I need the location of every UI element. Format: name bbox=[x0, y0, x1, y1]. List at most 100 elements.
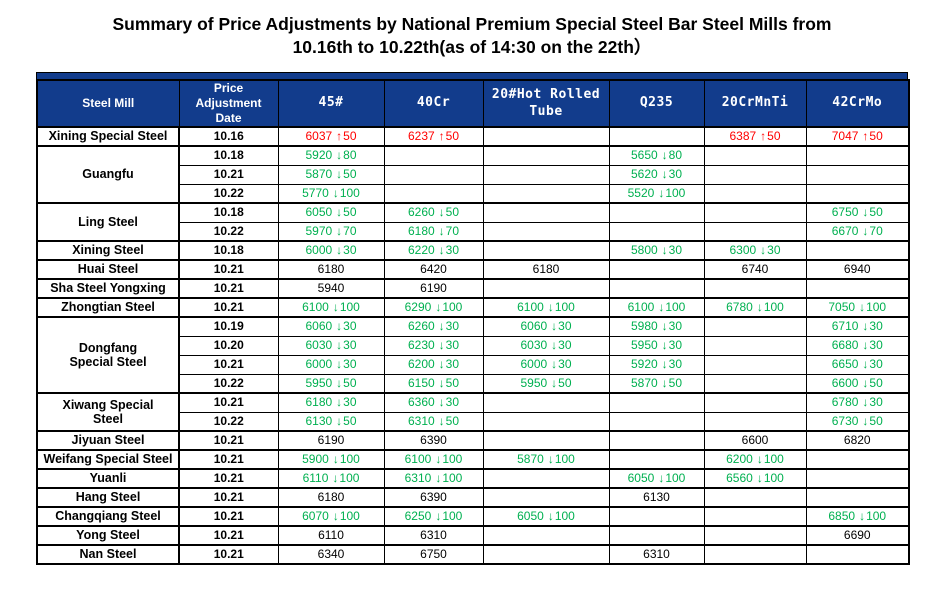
price-cell: 5870 ↓100 bbox=[482, 449, 610, 470]
down-arrow-icon: ↓ bbox=[862, 205, 869, 220]
change-amount: 50 bbox=[558, 375, 572, 390]
change-amount: 50 bbox=[343, 375, 357, 390]
change-amount: 100 bbox=[763, 452, 784, 467]
price-cell: 5650 ↓80 bbox=[608, 145, 705, 166]
price-value: 6360 bbox=[407, 395, 435, 410]
down-arrow-icon: ↓ bbox=[547, 300, 554, 315]
empty-cell bbox=[383, 145, 484, 166]
mill-cell: Hang Steel bbox=[36, 487, 180, 508]
table-row: Yong Steel 10.21 6110 6310 6690 bbox=[36, 525, 910, 546]
empty-cell bbox=[805, 278, 910, 299]
col-header-c45: 45# bbox=[277, 79, 385, 128]
price-cell: 7047 ↑50 bbox=[805, 126, 910, 147]
down-arrow-icon: ↓ bbox=[438, 395, 445, 410]
price-value: 6750 bbox=[831, 205, 859, 220]
empty-cell bbox=[703, 544, 807, 565]
price-cell: 6050 ↓100 bbox=[482, 506, 610, 527]
empty-cell bbox=[383, 164, 484, 185]
empty-cell bbox=[703, 373, 807, 394]
empty-cell bbox=[482, 183, 610, 204]
table-row: Xining Steel 10.18 6000 ↓30 6220 ↓30 5800 ↓30 63… bbox=[36, 240, 910, 261]
down-arrow-icon: ↓ bbox=[332, 509, 339, 524]
price-cell: 6750 ↓50 bbox=[805, 202, 910, 223]
change-amount: 100 bbox=[554, 300, 575, 315]
change-amount: 50 bbox=[343, 167, 357, 182]
price-value: 6237 bbox=[407, 129, 435, 144]
price-cell: 6290 ↓100 bbox=[383, 297, 484, 318]
down-arrow-icon: ↓ bbox=[332, 185, 339, 200]
page-title: Summary of Price Adjustments by National… bbox=[0, 13, 944, 59]
price-cell: 6300 ↓30 bbox=[703, 240, 807, 261]
table-row: Hang Steel 10.21 6180 6390 6130 bbox=[36, 487, 910, 508]
down-arrow-icon: ↓ bbox=[862, 375, 869, 390]
down-arrow-icon: ↓ bbox=[435, 300, 442, 315]
down-arrow-icon: ↓ bbox=[661, 357, 668, 372]
change-amount: 30 bbox=[869, 357, 883, 372]
down-arrow-icon: ↓ bbox=[661, 338, 668, 353]
price-cell: 6360 ↓30 bbox=[383, 392, 484, 413]
mill-cell: Changqiang Steel bbox=[36, 506, 180, 527]
price-cell: 6560 ↓100 bbox=[703, 468, 807, 489]
price-value: 5970 bbox=[305, 223, 333, 238]
table-row: Dongfang Special Steel 10.19 6060 ↓30 6260 ↓3… bbox=[36, 316, 910, 394]
change-amount: 30 bbox=[668, 167, 683, 182]
price-value: 6260 bbox=[407, 205, 435, 220]
price-cell: 6050 ↓100 bbox=[608, 468, 705, 489]
mill-cell: Xiwang Special Steel bbox=[36, 392, 180, 432]
price-value: 6820 bbox=[843, 433, 871, 448]
price-value: 6230 bbox=[407, 338, 435, 353]
mill-cell: Yuanli bbox=[36, 468, 180, 489]
price-cell: 6390 bbox=[383, 487, 484, 508]
up-arrow-icon: ↑ bbox=[336, 129, 343, 144]
price-value: 6060 bbox=[520, 319, 548, 334]
change-amount: 30 bbox=[343, 395, 357, 410]
change-amount: 100 bbox=[442, 471, 463, 486]
header-row: Steel Mill Price Adjustment Date 45# 40Cr 20… bbox=[36, 79, 910, 128]
price-value: 6670 bbox=[831, 223, 859, 238]
down-arrow-icon: ↓ bbox=[435, 509, 442, 524]
price-value: 6037 bbox=[305, 129, 333, 144]
empty-cell bbox=[703, 278, 807, 299]
down-arrow-icon: ↓ bbox=[862, 357, 869, 372]
price-cell: 6940 bbox=[805, 259, 910, 280]
change-amount: 30 bbox=[668, 319, 683, 334]
price-value: 6100 bbox=[517, 300, 544, 315]
price-value: 6180 bbox=[317, 262, 345, 277]
down-arrow-icon: ↓ bbox=[547, 509, 554, 524]
down-arrow-icon: ↓ bbox=[859, 509, 866, 524]
mill-cell: Xining Special Steel bbox=[36, 126, 180, 147]
empty-cell bbox=[805, 468, 910, 489]
price-value: 6340 bbox=[317, 547, 345, 562]
price-value: 6070 bbox=[302, 509, 329, 524]
change-amount: 50 bbox=[445, 413, 460, 428]
price-cell: 5940 bbox=[277, 278, 385, 299]
price-value: 6060 bbox=[305, 319, 333, 334]
empty-cell bbox=[608, 259, 705, 280]
table-header: Steel Mill Price Adjustment Date 45# 40Cr 20… bbox=[36, 79, 910, 128]
price-cell: 5970 ↓70 bbox=[277, 221, 385, 242]
price-cell: 6690 bbox=[805, 525, 910, 546]
date-cell: 10.21 bbox=[178, 354, 279, 375]
change-amount: 30 bbox=[343, 319, 357, 334]
down-arrow-icon: ↓ bbox=[551, 357, 558, 372]
change-amount: 50 bbox=[343, 129, 357, 144]
change-amount: 50 bbox=[343, 205, 357, 220]
price-cell: 6000 ↓30 bbox=[277, 354, 385, 375]
price-cell: 6740 bbox=[703, 259, 807, 280]
down-arrow-icon: ↓ bbox=[336, 148, 343, 163]
col-header-mill: Steel Mill bbox=[36, 79, 180, 128]
change-amount: 30 bbox=[445, 357, 460, 372]
change-amount: 100 bbox=[339, 185, 360, 200]
mill-cell: Weifang Special Steel bbox=[36, 449, 180, 470]
date-cell: 10.22 bbox=[178, 373, 279, 394]
down-arrow-icon: ↓ bbox=[862, 223, 869, 238]
change-amount: 30 bbox=[343, 357, 357, 372]
price-cell: 6310 ↓100 bbox=[383, 468, 484, 489]
empty-cell bbox=[608, 525, 705, 546]
empty-cell bbox=[805, 183, 910, 204]
down-arrow-icon: ↓ bbox=[336, 243, 343, 258]
price-value: 6690 bbox=[843, 528, 871, 543]
empty-cell bbox=[805, 544, 910, 565]
price-value: 7050 bbox=[828, 300, 856, 315]
table-row: Xiwang Special Steel 10.21 6180 ↓30 6360 ↓30 6… bbox=[36, 392, 910, 432]
